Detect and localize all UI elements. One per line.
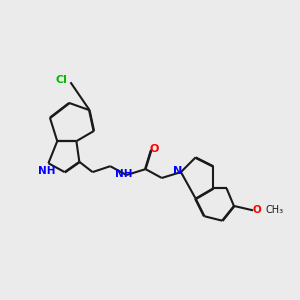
Text: NH: NH: [38, 167, 56, 176]
Text: N: N: [173, 166, 182, 176]
Text: O: O: [252, 206, 261, 215]
Text: CH₃: CH₃: [266, 206, 284, 215]
Text: O: O: [149, 143, 158, 154]
Text: NH: NH: [115, 169, 133, 178]
Text: Cl: Cl: [55, 75, 67, 85]
